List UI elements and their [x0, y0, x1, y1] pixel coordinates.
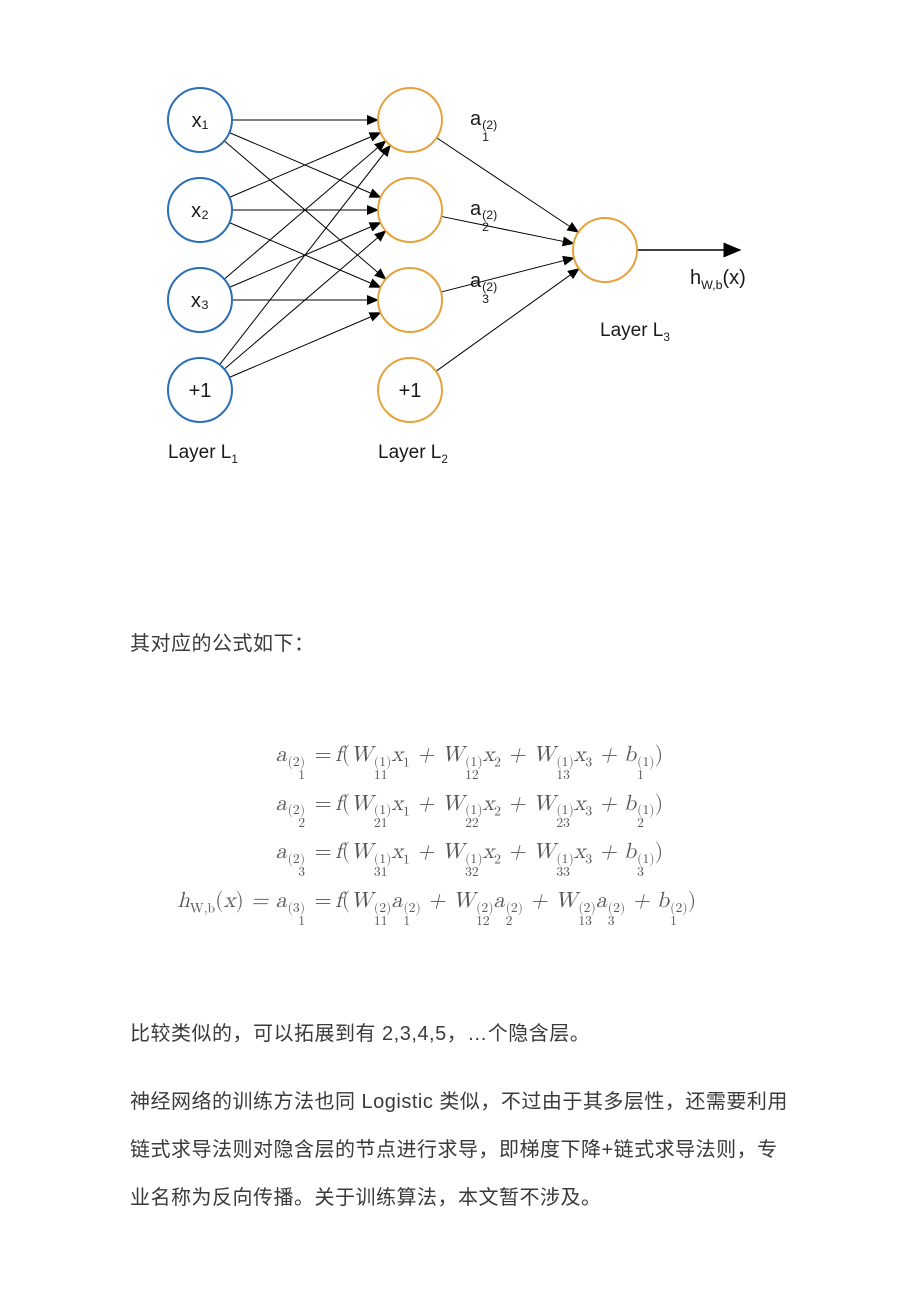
equation-rhs: f(W(1)21x1 + W(1)22x2 + W(1)23x3 + b(1)2…	[335, 784, 663, 831]
equation-rhs: f(W(1)31x1 + W(1)32x2 + W(1)33x3 + b(1)3…	[335, 832, 663, 879]
equals-sign: =	[311, 735, 335, 777]
equation-lhs: a(2)3	[140, 832, 311, 879]
paragraph-extend: 比较类似的，可以拓展到有 2,3,4,5，…个隐含层。	[130, 1010, 790, 1058]
node-label-x2: x₂	[191, 200, 209, 222]
paragraph-formula-intro: 其对应的公式如下：	[130, 620, 790, 668]
node-label-x3: x₃	[191, 290, 209, 312]
node-label-b1: +1	[189, 380, 212, 402]
layer-label-3: Layer L3	[600, 320, 740, 342]
activation-label-1: a(2)1	[470, 108, 540, 144]
node-h3	[378, 268, 442, 332]
nn-svg: x₁ x₂ x₃ +1 +1 a(2)1 a(2)2 a(2)3 Layer L1 Layer L…	[130, 60, 790, 490]
node-h1	[378, 88, 442, 152]
equation-block: a(2)1=f(W(1)11x1 + W(1)12x2 + W(1)13x3 +…	[130, 735, 790, 928]
equation-lhs: a(2)2	[140, 784, 311, 831]
paragraph-training: 神经网络的训练方法也同 Logistic 类似，不过由于其多层性，还需要利用链式…	[130, 1078, 790, 1222]
equation-rhs: f(W(1)11x1 + W(1)12x2 + W(1)13x3 + b(1)1…	[335, 735, 663, 782]
equation-lhs: a(2)1	[140, 735, 311, 782]
nn-diagram: x₁ x₂ x₃ +1 +1 a(2)1 a(2)2 a(2)3 Layer L1 Layer L…	[130, 60, 790, 490]
edge	[220, 145, 391, 364]
equation-2: a(2)2=f(W(1)21x1 + W(1)22x2 + W(1)23x3 +…	[140, 784, 790, 831]
activation-label-3: a(2)3	[470, 270, 540, 306]
node-label-x1: x₁	[192, 110, 209, 132]
page: x₁x₂x₃+1+1a(2)1a(2)2a(2)3Layer L1Layer L…	[0, 0, 920, 1302]
equals-sign: =	[311, 784, 335, 826]
equation-1: a(2)1=f(W(1)11x1 + W(1)12x2 + W(1)13x3 +…	[140, 735, 790, 782]
node-out	[573, 218, 637, 282]
equation-lhs: hW,b(x) = a(3)1	[140, 881, 311, 928]
layer-label-1: Layer L1	[168, 442, 308, 464]
layer-label-2: Layer L2	[378, 442, 518, 464]
equation-3: a(2)3=f(W(1)31x1 + W(1)32x2 + W(1)33x3 +…	[140, 832, 790, 879]
node-label-b2: +1	[399, 380, 422, 402]
node-h2	[378, 178, 442, 242]
equation-rhs: f(W(2)11a(2)1 + W(2)12a(2)2 + W(2)13a(2)…	[335, 881, 696, 928]
equation-4: hW,b(x) = a(3)1=f(W(2)11a(2)1 + W(2)12a(…	[140, 881, 790, 928]
equals-sign: =	[311, 832, 335, 874]
activation-label-2: a(2)2	[470, 198, 540, 234]
equals-sign: =	[311, 881, 335, 923]
output-label: hW,b(x)	[690, 267, 790, 290]
